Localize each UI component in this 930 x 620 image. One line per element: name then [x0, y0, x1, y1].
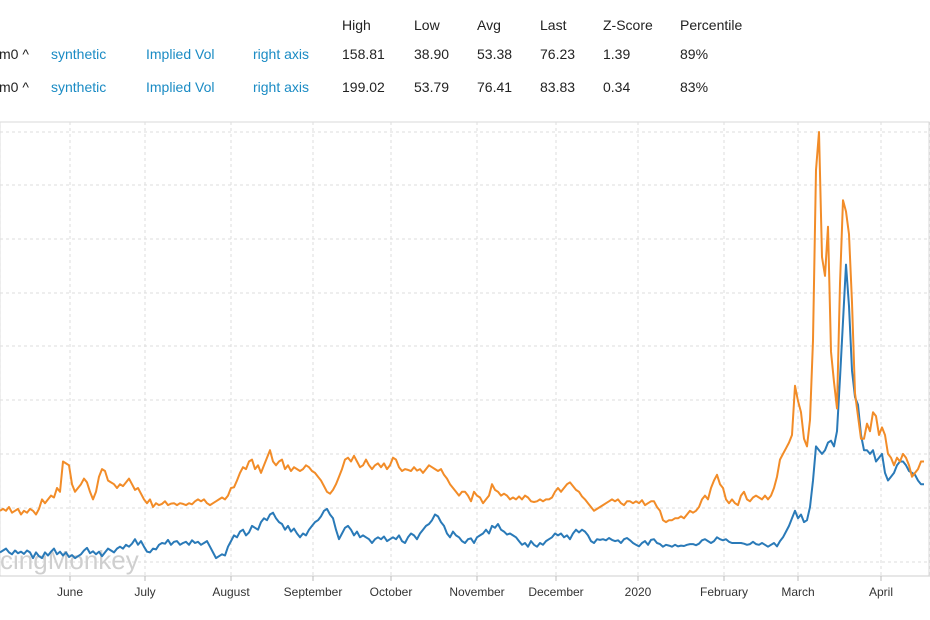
avg-value: 53.38 — [477, 46, 513, 62]
x-tick-label: March — [781, 585, 814, 599]
series-line-blue — [0, 263, 924, 560]
series-lines — [0, 131, 924, 560]
last-value: 76.23 — [540, 46, 576, 62]
x-tick-label: February — [700, 585, 748, 599]
low-value: 53.79 — [414, 79, 450, 95]
percentile-value: 83% — [680, 79, 709, 95]
high-value: 158.81 — [342, 46, 385, 62]
header-avg: Avg — [477, 17, 501, 33]
x-tick-label: 2020 — [625, 585, 652, 599]
x-tick-label: July — [134, 585, 155, 599]
x-tick-label: November — [449, 585, 504, 599]
implied-vol-chart[interactable]: cingMonkey June July August September Octobe… — [0, 110, 930, 620]
series-name[interactable]: m0 ^ — [0, 46, 29, 62]
watermark: cingMonkey — [0, 545, 139, 575]
header-high: High — [342, 17, 371, 33]
percentile-value: 89% — [680, 46, 709, 62]
axis-link[interactable]: right axis — [253, 79, 310, 95]
zscore-value: 0.34 — [603, 79, 631, 95]
last-value: 83.83 — [540, 79, 576, 95]
x-tick-label: June — [57, 585, 83, 599]
axis-link[interactable]: right axis — [253, 46, 310, 62]
metric-link[interactable]: Implied Vol — [146, 46, 215, 62]
source-link[interactable]: synthetic — [51, 79, 107, 95]
x-axis: June July August September October November De… — [0, 575, 930, 599]
x-tick-label: April — [869, 585, 893, 599]
header-low: Low — [414, 17, 440, 33]
grid — [0, 121, 930, 577]
x-tick-label: December — [528, 585, 583, 599]
zscore-value: 1.39 — [603, 46, 631, 62]
metric-link[interactable]: Implied Vol — [146, 79, 215, 95]
series-line-orange — [0, 131, 924, 524]
low-value: 38.90 — [414, 46, 450, 62]
header-zscore: Z-Score — [603, 17, 653, 33]
avg-value: 76.41 — [477, 79, 513, 95]
series-name[interactable]: m0 ^ — [0, 79, 29, 95]
stats-table: High Low Avg Last Z-Score Percentile m0 … — [0, 0, 930, 110]
x-tick-label: September — [284, 585, 343, 599]
source-link[interactable]: synthetic — [51, 46, 107, 62]
x-tick-label: August — [212, 585, 250, 599]
header-last: Last — [540, 17, 567, 33]
header-percentile: Percentile — [680, 17, 743, 33]
x-tick-label: October — [370, 585, 413, 599]
high-value: 199.02 — [342, 79, 385, 95]
